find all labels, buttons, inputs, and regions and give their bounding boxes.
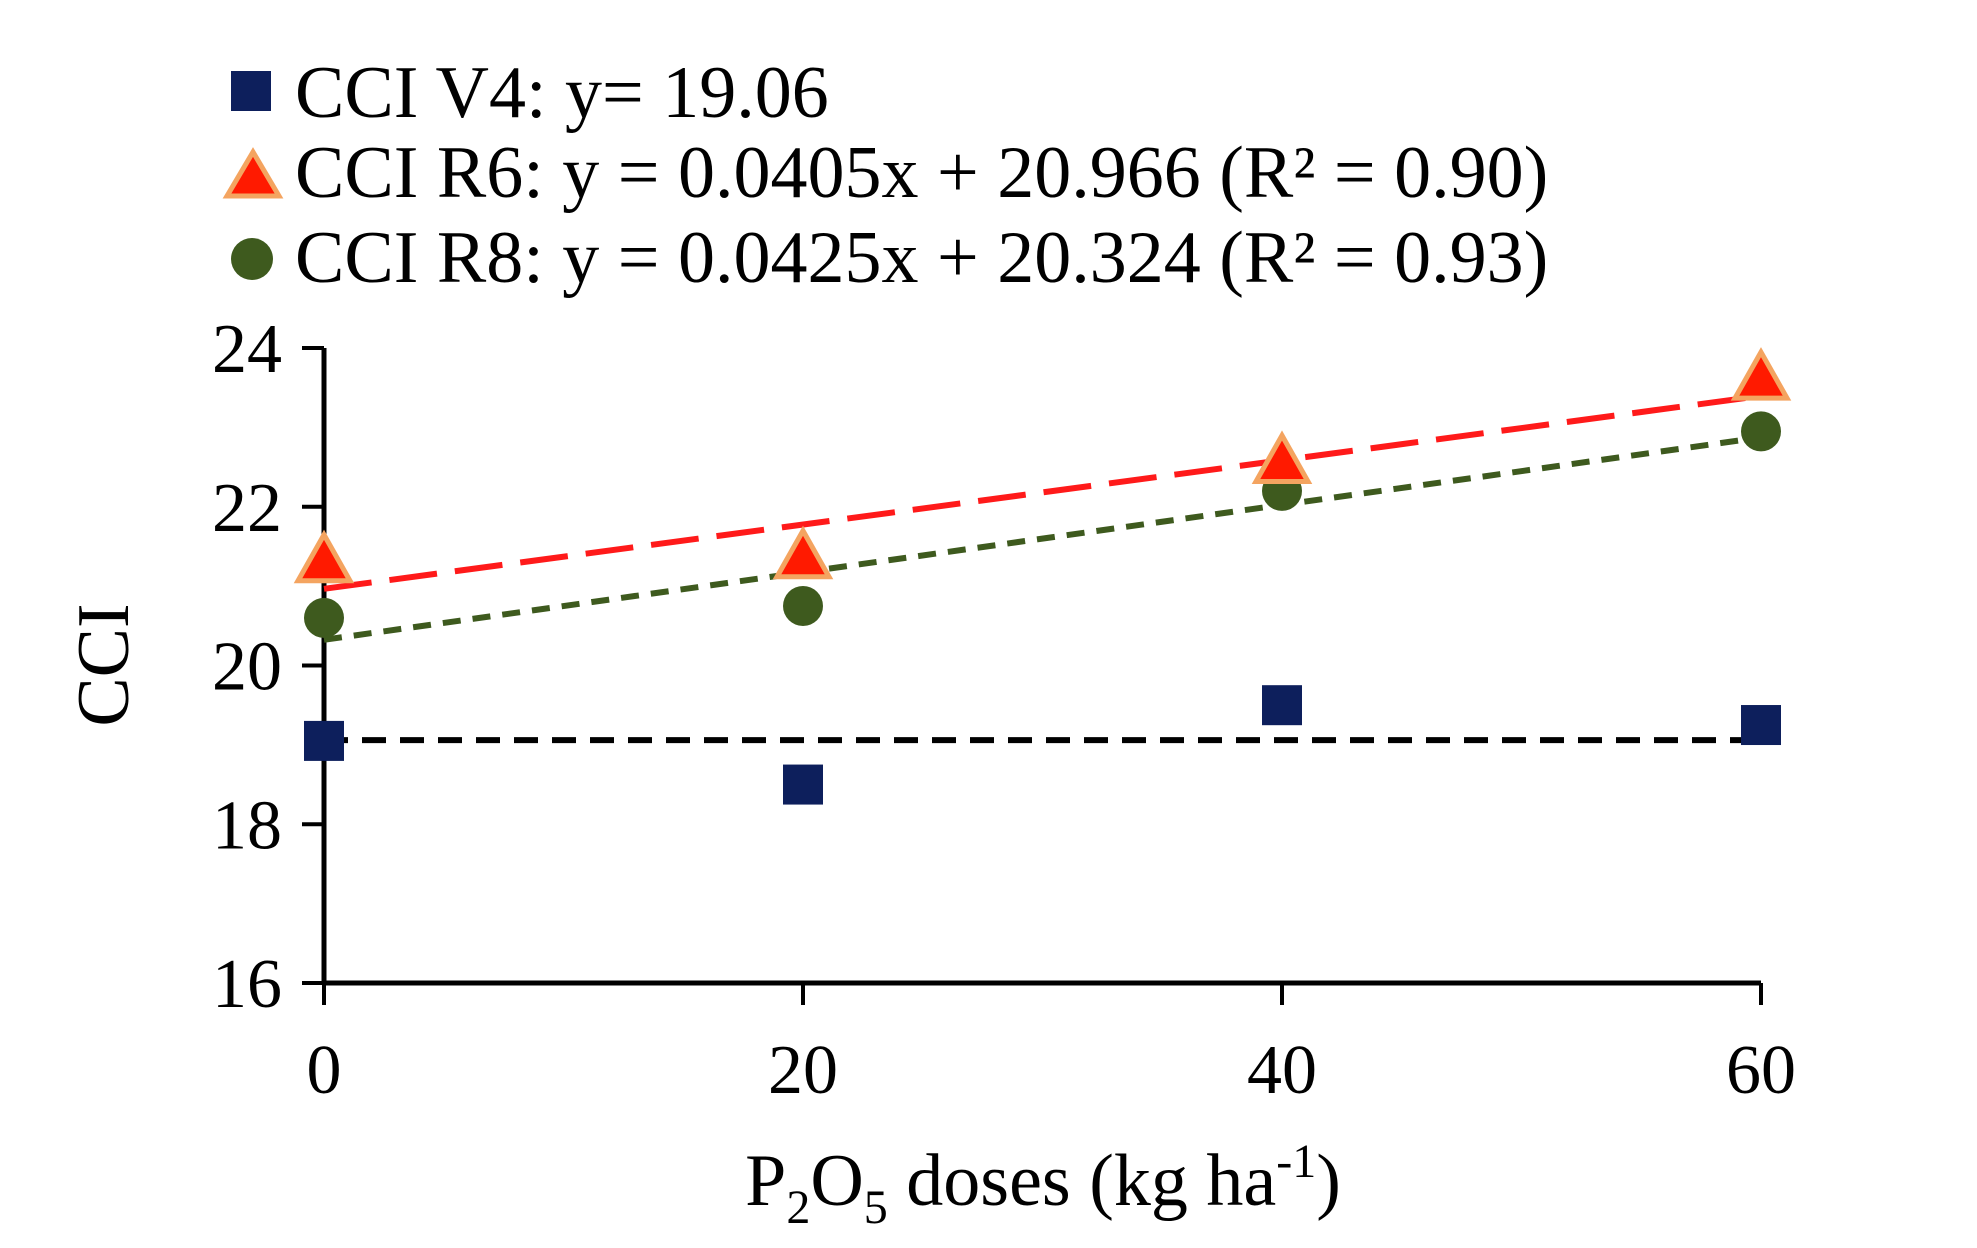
point-cci-r8 [783, 585, 823, 626]
legend-item-r6: CCI R6: y = 0.0405x + 20.966 (R² = 0.90) [222, 132, 1548, 214]
legend: CCI V4: y= 19.06 CCI R6: y = 0.0405x + 2… [222, 52, 1548, 299]
x-ticks: 0 20 40 60 [307, 983, 1796, 1109]
y-tick-label: 20 [212, 629, 282, 706]
legend-item-v4: CCI V4: y= 19.06 [231, 52, 829, 134]
x-title-sup: -1 [1276, 1135, 1316, 1188]
point-cci-r6 [772, 525, 834, 580]
trendline-cci-r6 [323, 392, 1762, 592]
point-cci-r6 [1730, 347, 1792, 401]
trendline-cci-r8 [323, 434, 1762, 643]
data-markers [293, 347, 1792, 805]
y-tick-label: 16 [212, 946, 282, 1023]
x-title-close: ) [1316, 1140, 1341, 1222]
legend-marker-square [231, 71, 271, 111]
x-title-sub1: 2 [786, 1181, 810, 1234]
legend-item-r8: CCI R8: y = 0.0425x + 20.324 (R² = 0.93) [231, 217, 1548, 299]
y-axis-title: CCI [63, 603, 145, 726]
legend-label-v4: CCI V4: y= 19.06 [295, 52, 829, 134]
y-tick-label: 18 [212, 787, 282, 864]
legend-label-r8: CCI R8: y = 0.0425x + 20.324 (R² = 0.93) [295, 217, 1548, 299]
y-tick-label: 22 [212, 470, 282, 547]
point-cci-r6 [1251, 430, 1313, 484]
legend-marker-triangle [222, 147, 284, 199]
x-tick-label: 0 [307, 1032, 342, 1109]
point-cci-v4 [1262, 685, 1302, 726]
x-title-o: O [810, 1140, 863, 1222]
point-cci-v4 [1741, 705, 1781, 746]
point-cci-r6 [293, 529, 355, 584]
axes [321, 348, 1761, 986]
y-tick-label: 24 [212, 311, 282, 388]
x-tick-label: 20 [768, 1032, 838, 1109]
y-ticks: 16 18 20 22 24 [212, 311, 324, 1023]
x-tick-label: 40 [1247, 1032, 1317, 1109]
x-title-p: P [745, 1140, 786, 1222]
x-axis-title: P2O5 doses (kg ha-1) [745, 1135, 1341, 1234]
trendlines [323, 392, 1762, 744]
point-cci-v4 [304, 720, 344, 761]
point-cci-r8 [1741, 411, 1781, 452]
legend-marker-circle [231, 238, 273, 280]
x-title-rest: doses (kg ha [888, 1140, 1276, 1222]
x-title-sub2: 5 [864, 1181, 888, 1234]
point-cci-v4 [783, 764, 823, 805]
point-cci-r8 [304, 597, 344, 638]
x-tick-label: 60 [1726, 1032, 1796, 1109]
legend-label-r6: CCI R6: y = 0.0405x + 20.966 (R² = 0.90) [295, 132, 1548, 214]
